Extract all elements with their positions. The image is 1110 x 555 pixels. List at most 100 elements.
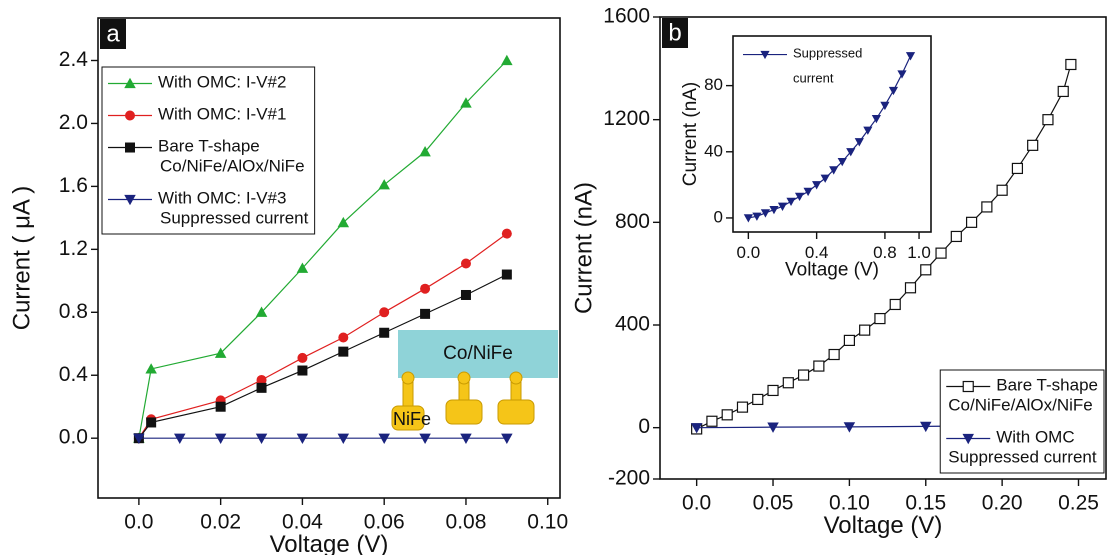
legend: Bare T-shape Co/NiFe/AlOx/NiFe With OMC Sup…	[939, 369, 1105, 474]
data-point	[420, 308, 431, 319]
data-point	[460, 258, 471, 269]
x-tick-label: 0.0	[737, 243, 761, 262]
data-point	[935, 247, 947, 259]
data-point	[904, 282, 917, 294]
data-point	[501, 269, 512, 280]
data-point	[214, 433, 227, 444]
legend: With OMC: I-V#2 With OMC: I-V#1 Bare T-sha…	[101, 66, 316, 235]
y-axis-label: Current (nA)	[680, 82, 701, 187]
panel: 0.0 0.02 0.04 0.06 0.08 0.10 0.0 0.4 0.8 1.2 1.6 2.…	[8, 17, 568, 555]
data-point	[501, 54, 513, 66]
legend-label: With OMC: I-V#1	[158, 105, 286, 124]
x-tick-label: 0.4	[805, 243, 829, 262]
data-point	[379, 327, 390, 338]
data-point	[1011, 162, 1024, 175]
data-point	[1042, 114, 1054, 126]
data-point	[146, 417, 157, 428]
data-point	[214, 347, 227, 358]
y-axis-label: Current ( μA )	[8, 186, 35, 331]
x-axis-label: Voltage (V)	[824, 512, 943, 539]
pillar-top	[509, 371, 523, 385]
data-point	[255, 306, 268, 317]
legend-label: With OMC: I-V#2	[158, 73, 286, 92]
data-point	[1065, 58, 1077, 71]
x-axis-label: Voltage (V)	[785, 259, 879, 280]
data-point	[297, 352, 308, 363]
legend-marker	[760, 50, 770, 60]
x-tick-label: 0.08	[446, 510, 487, 533]
x-tick-label: 0.8	[873, 243, 897, 262]
data-point	[996, 184, 1008, 196]
pillar-cap	[445, 399, 483, 425]
legend-label: With OMC Suppressed current	[948, 428, 1097, 467]
pillars	[391, 371, 535, 431]
y-tick-label: 0	[638, 415, 650, 438]
data-point	[767, 384, 779, 397]
data-point	[786, 197, 796, 207]
data-point	[256, 382, 267, 393]
data-point	[337, 433, 350, 444]
data-point	[174, 433, 186, 444]
data-point	[215, 401, 226, 412]
data-point	[950, 230, 962, 243]
y-tick-label: 0	[714, 207, 723, 226]
data-point	[379, 307, 390, 318]
data-point	[501, 228, 512, 239]
annotation: Co/NiFe	[443, 343, 513, 364]
x-tick-label: 0.20	[982, 491, 1023, 514]
y-tick-label: 1.2	[59, 237, 88, 260]
data-point	[863, 126, 873, 135]
y-tick-label: 800	[615, 210, 650, 233]
legend-label: With OMC: I-V#3 Suppressed current	[158, 189, 309, 228]
series-line	[138, 233, 508, 439]
data-point	[760, 209, 771, 218]
y-tick-label: 80	[704, 75, 723, 94]
data-point	[419, 433, 431, 444]
panel-label-box	[662, 18, 688, 48]
x-tick-label: 0.10	[829, 491, 870, 514]
y-tick-label: 400	[615, 313, 650, 336]
data-point	[897, 70, 907, 79]
panel-label: b	[668, 19, 681, 46]
data-point	[460, 97, 472, 108]
data-point	[1027, 139, 1039, 151]
annotation: NiFe	[393, 409, 431, 429]
data-point	[743, 214, 753, 223]
legend-marker	[125, 110, 135, 121]
x-tick-label: 0.02	[200, 510, 241, 533]
data-point	[145, 363, 157, 374]
x-tick-label: 0.15	[905, 491, 946, 514]
legend-marker	[125, 142, 135, 153]
y-tick-label: 1600	[603, 5, 650, 28]
data-point	[889, 298, 901, 311]
legend-marker	[124, 77, 136, 89]
data-point	[721, 409, 733, 421]
data-point	[297, 365, 308, 376]
data-point	[1057, 85, 1069, 98]
data-point	[460, 289, 471, 300]
data-point	[812, 181, 822, 190]
data-point	[296, 262, 309, 273]
data-point	[820, 174, 830, 183]
data-point	[920, 421, 932, 433]
data-point	[888, 86, 899, 96]
data-point	[846, 148, 856, 157]
panel: 0.0 0.4 0.8 1.0 0 40 80 Voltage (V) Current (nA)…	[680, 35, 932, 280]
x-tick-label: 0.04	[282, 510, 323, 533]
y-tick-label: 1.6	[59, 174, 88, 197]
legend-label: Bare T-shape Co/NiFe/AlOx/NiFe	[158, 137, 305, 176]
data-point	[905, 52, 916, 61]
y-tick-label: 2.0	[59, 111, 88, 134]
pillar-top	[457, 371, 471, 385]
panel-label: a	[106, 20, 120, 47]
data-point	[829, 166, 839, 175]
data-point	[256, 374, 267, 385]
data-point	[752, 393, 764, 406]
pillar-cap	[497, 399, 535, 425]
x-tick-label: 0.06	[364, 510, 405, 533]
pillar-top	[401, 371, 415, 385]
data-point	[736, 401, 749, 413]
data-point	[419, 146, 431, 157]
data-point	[782, 377, 794, 389]
